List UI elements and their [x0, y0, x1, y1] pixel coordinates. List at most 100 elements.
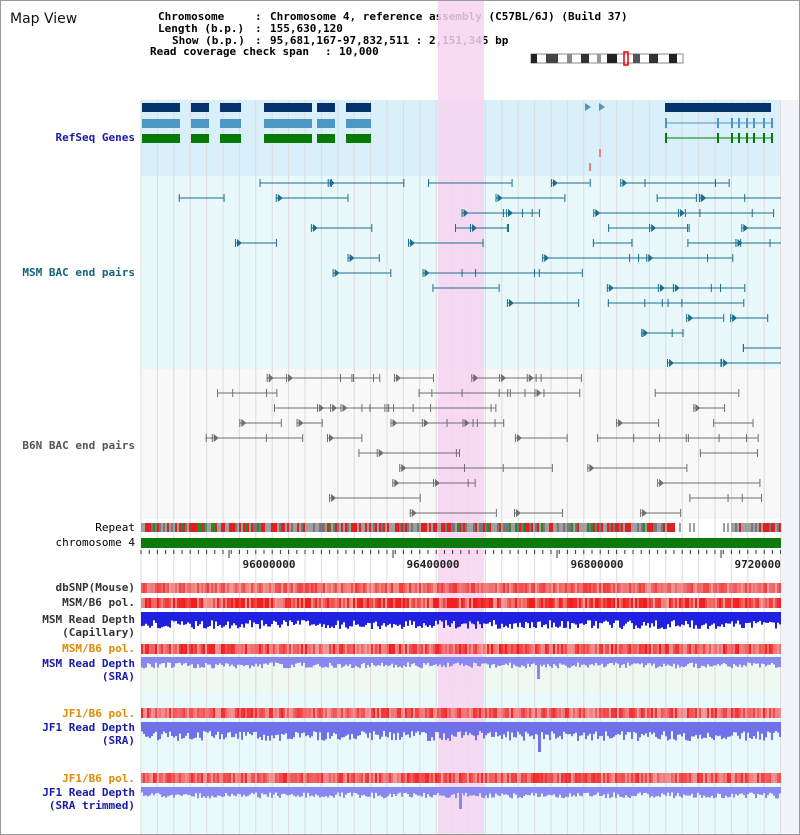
msm-depth-capillary-bar	[485, 612, 487, 624]
repeat-element	[483, 523, 485, 532]
jf1-depth-trimmed-bar	[211, 787, 213, 796]
msm-bac-pair	[698, 194, 700, 202]
dbsnp-strip	[305, 583, 307, 593]
jf1-b6-pol-strip	[677, 708, 679, 718]
jf1-depth-sra-bar	[259, 722, 261, 737]
dbsnp-strip	[711, 583, 713, 593]
jf1-depth-trimmed-bar	[217, 787, 219, 796]
jf1-depth-trimmed-bar	[693, 787, 695, 798]
jf1-depth-trimmed-bar	[493, 787, 495, 798]
msm-depth-sra-bar	[541, 657, 543, 667]
msm-b6-pol-strip	[677, 598, 679, 608]
repeat-element	[555, 523, 557, 532]
refseq-exon	[317, 134, 335, 143]
jf1-depth-trimmed-bar	[433, 787, 435, 796]
msm-depth-capillary-bar	[713, 612, 715, 624]
msm-b6-pol-strip	[451, 598, 453, 608]
b6n-bac-pair-arrow	[695, 404, 701, 412]
b6n-bac-pair	[759, 479, 761, 487]
msm-depth-sra-bar	[165, 657, 167, 668]
msm-depth-sra-bar	[609, 657, 611, 664]
msm-b6-pol-strip	[363, 598, 365, 608]
msm-depth-capillary-bar	[537, 612, 539, 622]
msm-depth-capillary-bar	[627, 612, 629, 622]
msm-b6-pol-sra-strip	[241, 644, 243, 654]
jf1-depth-trimmed-bar	[397, 787, 399, 794]
jf1-depth-trimmed-bar	[555, 787, 557, 797]
jf1-b6-pol-strip	[191, 708, 193, 718]
repeat-element	[287, 523, 289, 532]
msm-depth-capillary-bar	[547, 612, 549, 629]
jf1-depth-sra-bar	[257, 722, 259, 739]
msm-b6-pol-strip	[729, 598, 731, 608]
msm-b6-pol-sra-strip	[747, 644, 749, 654]
dbsnp-strip	[635, 583, 637, 593]
msm-depth-capillary-bar	[389, 612, 391, 624]
jf1-b6-pol-trimmed-strip	[489, 773, 491, 783]
msm-b6-pol-strip	[381, 598, 383, 608]
jf1-b6-pol-strip	[153, 708, 155, 718]
msm-b6-pol-sra-strip	[553, 644, 555, 654]
repeat-element	[231, 523, 233, 532]
msm-b6-pol-strip	[145, 598, 147, 608]
repeat-element	[171, 523, 173, 532]
repeat-element	[763, 523, 765, 532]
jf1-depth-trimmed-bar	[667, 787, 669, 793]
repeat-element	[295, 523, 297, 532]
msm-depth-sra-bar	[641, 657, 643, 664]
msm-b6-pol-strip	[467, 598, 469, 608]
msm-b6-pol-sra-strip	[563, 644, 565, 654]
jf1-b6-pol-trimmed-strip	[313, 773, 315, 783]
repeat-element	[273, 523, 275, 532]
msm-depth-capillary-bar	[223, 612, 225, 627]
repeat-element	[381, 523, 383, 532]
msm-b6-pol-strip	[235, 598, 237, 608]
b6n-bac-pair	[693, 404, 695, 412]
msm-depth-capillary-bar	[583, 612, 585, 625]
dbsnp-strip	[473, 583, 475, 593]
msm-depth-capillary-bar	[245, 612, 247, 624]
msm-depth-capillary-bar	[493, 612, 495, 621]
jf1-depth-sra-bar	[241, 722, 243, 740]
jf1-b6-pol-trimmed-strip	[527, 773, 529, 783]
jf1-b6-pol-strip	[219, 708, 221, 718]
msm-b6-pol-strip	[313, 598, 315, 608]
msm-b6-pol-strip	[349, 598, 351, 608]
dbsnp-strip	[513, 583, 515, 593]
b6n-bac-pair	[738, 389, 740, 397]
jf1-depth-trimmed-bar	[151, 787, 153, 794]
msm-depth-capillary-bar	[383, 612, 385, 624]
jf1-depth-sra-bar	[735, 722, 737, 733]
jf1-b6-pol-strip	[631, 708, 633, 718]
msm-b6-pol-strip	[461, 598, 463, 608]
b6n-bac-pair-arrow	[331, 494, 337, 502]
msm-depth-capillary-bar	[185, 612, 187, 625]
msm-depth-capillary-bar	[563, 612, 565, 628]
msm-b6-pol-sra-strip	[211, 644, 213, 654]
msm-depth-capillary-bar	[659, 612, 661, 629]
msm-depth-capillary-bar	[751, 612, 753, 628]
dbsnp-strip	[195, 583, 197, 593]
jf1-depth-trimmed-bar	[423, 787, 425, 793]
msm-bac-pair	[741, 224, 743, 232]
msm-b6-pol-sra-strip	[613, 644, 615, 654]
msm-b6-pol-strip	[635, 598, 637, 608]
jf1-depth-sra-bar	[511, 722, 513, 733]
repeat-element	[259, 523, 261, 532]
msm-depth-capillary-bar	[473, 612, 475, 625]
jf1-b6-pol-trimmed-strip	[281, 773, 283, 783]
msm-depth-capillary-bar	[371, 612, 373, 629]
jf1-depth-trimmed-bar	[303, 787, 305, 793]
jf1-b6-pol-trimmed-strip	[557, 773, 559, 783]
refseq-exon	[771, 118, 773, 128]
msm-depth-sra-bar	[341, 657, 343, 668]
msm-b6-pol-sra-strip	[387, 644, 389, 654]
jf1-b6-pol-trimmed-strip	[427, 773, 429, 783]
msm-depth-capillary-bar	[753, 612, 755, 622]
dbsnp-strip	[201, 583, 203, 593]
msm-depth-capillary-bar	[351, 612, 353, 627]
jf1-b6-pol-strip	[759, 708, 761, 718]
jf1-b6-pol-strip	[177, 708, 179, 718]
msm-depth-capillary-bar	[415, 612, 417, 629]
